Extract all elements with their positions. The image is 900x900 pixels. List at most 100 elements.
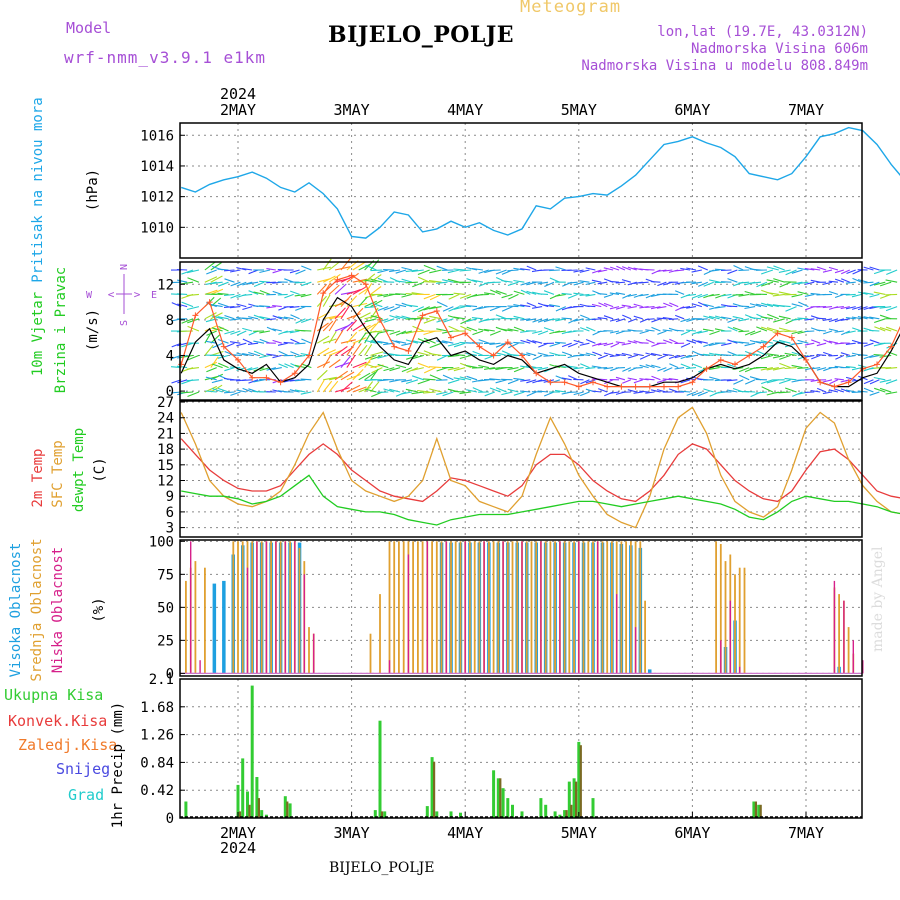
wind-barb xyxy=(744,306,756,310)
precip-convective-bar xyxy=(257,798,260,818)
wind-barb xyxy=(697,318,708,321)
wind-barb xyxy=(301,363,312,369)
wind-barb xyxy=(364,371,376,381)
wind-barb xyxy=(772,354,785,359)
wind-barb xyxy=(885,391,898,395)
wind-barb xyxy=(520,379,531,382)
wind-barb xyxy=(242,281,253,286)
wind-barb xyxy=(346,331,358,344)
wind-barb xyxy=(322,380,333,393)
wind-barb xyxy=(489,330,501,336)
wind-barb xyxy=(218,281,229,287)
wind-ytick-label: 4 xyxy=(166,348,174,364)
wind-barb xyxy=(370,332,380,344)
wind-barb xyxy=(834,330,844,333)
wind-barb xyxy=(766,292,779,295)
wind-barb xyxy=(266,353,276,356)
wind-barb xyxy=(395,391,407,397)
wind-barb xyxy=(609,318,620,322)
wind-barb xyxy=(797,339,809,344)
wind-gust-point xyxy=(405,348,412,355)
wind-barb xyxy=(755,341,768,344)
cloud-mid-bar xyxy=(715,541,717,674)
wind-barb xyxy=(241,379,253,382)
wind-barb xyxy=(206,269,217,275)
wind-barb xyxy=(834,318,845,323)
wind-barb xyxy=(218,362,229,369)
precip-total-bar xyxy=(577,741,581,818)
temp-ytick-label: 18 xyxy=(157,442,174,458)
wind-barb xyxy=(277,293,288,296)
cloud-mid-bar xyxy=(431,541,433,674)
wind-barb xyxy=(383,306,395,311)
wind-barb xyxy=(352,369,364,381)
wind-barb xyxy=(721,293,732,297)
wind-barb xyxy=(322,320,334,332)
wind-barb xyxy=(609,280,620,283)
wind-barb xyxy=(573,281,584,286)
wind-barb xyxy=(845,376,856,381)
cloud-low-bar xyxy=(862,660,864,674)
wind-barb xyxy=(851,316,862,320)
wind-barb xyxy=(230,330,241,335)
precip-total-bar xyxy=(506,798,510,818)
wind-barb xyxy=(633,293,643,298)
wind-barb xyxy=(561,377,572,381)
wind-barb xyxy=(334,362,350,369)
wind-barb xyxy=(657,330,667,335)
wind-barb xyxy=(873,281,886,286)
wind-barb xyxy=(471,367,483,369)
wind-barb xyxy=(501,391,513,396)
wind-barb xyxy=(828,389,839,393)
wind-barb xyxy=(364,356,373,368)
wind-barb xyxy=(459,293,472,299)
wind-barb xyxy=(621,342,631,346)
wind-barb xyxy=(377,363,389,369)
wind-barb xyxy=(253,291,265,295)
precip-total-bar xyxy=(425,806,429,818)
wind-gust-point xyxy=(746,352,753,359)
temp-ylabel-sfc: SFC Temp xyxy=(50,440,66,507)
wind-barb xyxy=(466,266,478,271)
wind-barb xyxy=(334,329,344,344)
cloud-mid-bar xyxy=(838,594,840,674)
wind-barb xyxy=(828,290,839,295)
wind-gust-point xyxy=(874,361,880,368)
wind-gust-point xyxy=(462,330,469,337)
wind-barb xyxy=(708,367,720,370)
wind-barb xyxy=(592,269,602,274)
precip-total-bar xyxy=(520,811,524,818)
wind-barb xyxy=(567,342,578,348)
cloud-mid-bar xyxy=(563,541,566,674)
wind-barb xyxy=(242,353,253,356)
cloud-high-bar xyxy=(648,669,652,674)
wind-barb xyxy=(429,388,442,393)
wind-barb xyxy=(389,269,401,273)
wind-barb xyxy=(466,375,478,381)
wind-barb xyxy=(561,317,572,320)
cloud-mid-bar xyxy=(260,541,263,674)
wind-barb xyxy=(211,363,223,369)
wind-barb xyxy=(720,269,732,272)
wind-barb xyxy=(615,292,626,295)
wind-barb xyxy=(886,350,898,356)
wind-barb xyxy=(591,365,602,369)
wind-barb xyxy=(401,278,413,283)
wind-barb xyxy=(686,391,697,396)
wind-barb xyxy=(840,318,850,321)
wind-barb xyxy=(651,269,661,275)
cloud-mid-bar xyxy=(497,541,500,674)
cloud-ytick-label: 50 xyxy=(157,600,174,616)
pressure-unit: (hPa) xyxy=(85,169,101,211)
wind-barb xyxy=(697,391,708,397)
temp-sfc-line xyxy=(180,406,900,529)
wind-barb xyxy=(346,355,356,368)
wind-gust-point xyxy=(788,334,795,341)
wind-barb xyxy=(555,293,566,297)
wind-gust-point xyxy=(689,379,696,386)
wind-barb xyxy=(811,339,821,344)
wind-barb xyxy=(423,318,436,324)
wind-barb xyxy=(543,290,555,295)
